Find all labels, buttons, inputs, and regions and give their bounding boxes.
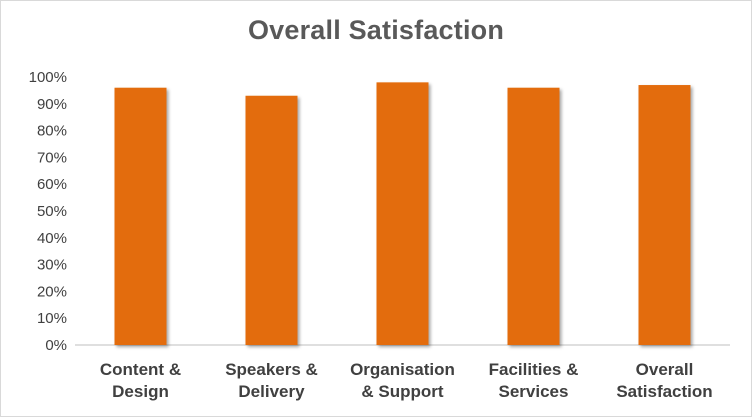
bar (376, 82, 429, 346)
x-category-label: Delivery (238, 382, 305, 401)
y-tick-label: 0% (45, 337, 67, 354)
y-tick-label: 60% (37, 176, 67, 193)
y-tick-label: 20% (37, 283, 67, 300)
x-category-label: & Support (361, 382, 443, 401)
bar (114, 87, 167, 345)
x-category-label: Facilities & (489, 360, 579, 379)
bar (638, 85, 691, 345)
x-category-label: Speakers & (225, 360, 318, 379)
x-category-label: Content & (100, 360, 181, 379)
bar (507, 87, 560, 345)
y-tick-label: 70% (37, 149, 67, 166)
x-category-label: Design (112, 382, 169, 401)
x-category-label: Services (499, 382, 569, 401)
y-tick-label: 30% (37, 257, 67, 274)
y-tick-label: 40% (37, 230, 67, 247)
x-category-label: Satisfaction (616, 382, 712, 401)
y-tick-label: 50% (37, 203, 67, 220)
x-category-label: Overall (636, 360, 694, 379)
y-tick-label: 90% (37, 96, 67, 113)
x-category-label: Organisation (350, 360, 455, 379)
y-tick-label: 100% (29, 69, 67, 86)
y-tick-label: 10% (37, 310, 67, 327)
chart-title: Overall Satisfaction (247, 15, 505, 45)
y-tick-label: 80% (37, 123, 67, 140)
bar (245, 95, 298, 345)
